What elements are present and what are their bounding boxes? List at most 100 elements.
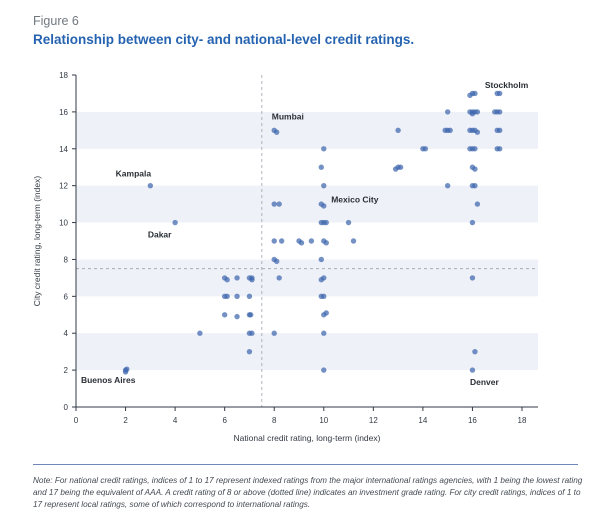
y-tick-label: 6 [64, 292, 69, 301]
data-point [321, 203, 327, 209]
data-point [124, 366, 130, 372]
data-point [472, 166, 478, 172]
data-point [246, 293, 253, 300]
background-band [76, 259, 538, 297]
data-point [492, 109, 498, 115]
data-point [234, 313, 240, 320]
city-label: Dakar [148, 229, 172, 239]
x-tick-label: 10 [319, 416, 328, 425]
data-point [472, 146, 478, 152]
data-point [497, 127, 503, 134]
y-tick-label: 4 [64, 329, 69, 338]
y-tick-label: 8 [64, 255, 69, 264]
data-point [497, 90, 503, 97]
data-point [274, 129, 280, 135]
scatter-chart: 0 2 4 6 8 10 12 14 16 18 0 2 4 6 8 10 12 14 16 18 Stockhol… [32, 71, 538, 443]
data-point [395, 127, 401, 134]
data-point [467, 92, 473, 98]
data-point [234, 293, 240, 300]
x-tick-label: 18 [518, 416, 527, 425]
data-point [442, 127, 448, 134]
data-point [323, 240, 329, 246]
x-tick-label: 8 [272, 416, 277, 425]
background-band [76, 333, 538, 371]
city-label: Denver [470, 377, 500, 387]
data-point [298, 240, 305, 246]
x-tick-label: 12 [369, 416, 378, 425]
y-axis-label: City credit rating, long-term (index) [32, 176, 42, 307]
y-tick-label: 18 [59, 71, 68, 80]
y-tick-label: 16 [59, 108, 68, 117]
data-point [318, 293, 324, 300]
figure-label: Figure 6 [33, 14, 79, 28]
data-point [472, 348, 478, 355]
background-band [76, 111, 538, 149]
data-point [474, 201, 481, 207]
data-point [395, 164, 401, 170]
data-point [345, 219, 352, 226]
data-point [197, 330, 203, 336]
data-point [271, 330, 277, 336]
data-point [472, 182, 478, 189]
y-tick-label: 10 [59, 219, 68, 228]
data-point [472, 90, 478, 97]
data-point [278, 238, 285, 244]
data-point [321, 367, 327, 373]
data-point [247, 312, 254, 318]
city-label: Kampala [116, 168, 152, 178]
data-point [276, 275, 282, 281]
axes [75, 75, 538, 408]
background-band [76, 185, 538, 223]
data-point [447, 127, 453, 134]
data-point [147, 182, 154, 189]
x-tick-label: 6 [222, 416, 227, 425]
data-point [469, 219, 476, 226]
data-point [246, 348, 253, 355]
data-point [444, 182, 451, 189]
note-divider [33, 464, 578, 465]
data-point [224, 277, 230, 283]
x-ticks: 0 2 4 6 8 10 12 14 16 18 [74, 407, 527, 425]
data-point [444, 109, 451, 115]
data-point [276, 201, 282, 207]
data-point [467, 127, 473, 134]
data-point [249, 277, 255, 283]
y-ticks: 0 2 4 6 8 10 12 14 16 18 [59, 71, 76, 412]
data-point [321, 330, 327, 336]
city-label: Stockholm [485, 80, 529, 90]
data-point [497, 109, 503, 115]
data-point [318, 219, 324, 226]
data-point [497, 146, 503, 152]
city-label: Mexico City [331, 194, 379, 204]
data-point [321, 312, 327, 318]
data-point [318, 164, 324, 170]
x-tick-label: 16 [468, 416, 477, 425]
data-point [308, 238, 315, 244]
chart-title: Relationship between city- and national-… [33, 32, 415, 47]
data-point [172, 219, 178, 226]
x-tick-label: 0 [74, 416, 79, 425]
data-point [323, 219, 329, 226]
footnote: Note: For national credit ratings, indic… [33, 476, 583, 509]
data-point [321, 146, 327, 152]
data-point [321, 182, 327, 189]
data-point [318, 277, 324, 283]
x-tick-label: 2 [123, 416, 128, 425]
data-point [271, 238, 277, 244]
city-label: Buenos Aires [81, 375, 136, 385]
data-point [224, 293, 230, 300]
data-point [221, 312, 228, 318]
y-tick-label: 14 [59, 145, 68, 154]
data-point [469, 275, 476, 281]
data-point [274, 258, 280, 264]
data-point [271, 201, 277, 207]
y-tick-label: 0 [64, 403, 69, 412]
data-point [467, 146, 473, 152]
annotations: Stockholm Mumbai Kampala Mexico City Dakar Bu… [81, 80, 529, 387]
data-points [122, 90, 503, 375]
data-point [249, 330, 255, 336]
data-point [469, 111, 476, 117]
data-point [469, 367, 476, 373]
data-point [474, 129, 481, 135]
x-tick-label: 14 [418, 416, 427, 425]
